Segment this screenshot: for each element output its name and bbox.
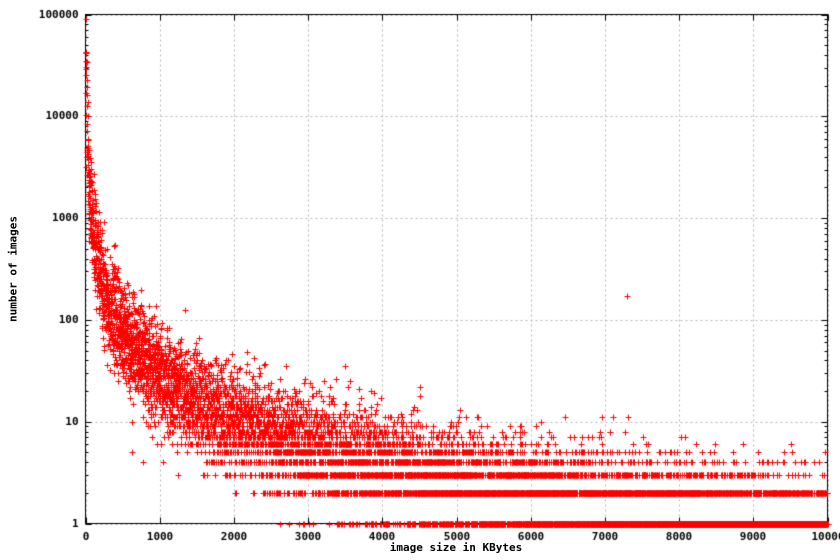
x-axis-label: image size in KBytes — [389, 541, 523, 554]
y-axis-label: number of images — [6, 216, 20, 322]
